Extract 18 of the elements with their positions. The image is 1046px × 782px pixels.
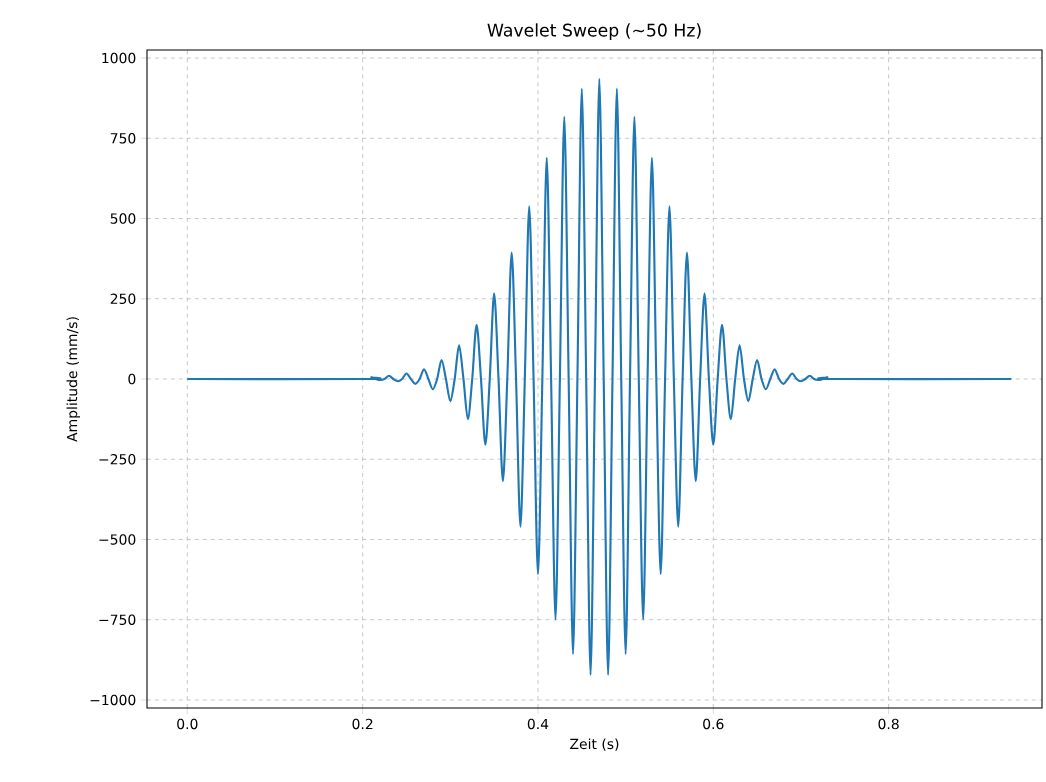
chart-title: Wavelet Sweep (~50 Hz)	[487, 23, 701, 40]
y-tick-label: 1000	[102, 52, 136, 64]
y-axis-title: Amplitude (mm/s)	[66, 317, 80, 442]
y-tick-label: −250	[99, 453, 136, 465]
y-tick-label: 750	[110, 132, 136, 144]
y-tick-label: 500	[110, 213, 136, 224]
x-tick-label: 0.0	[177, 718, 198, 730]
x-axis-title: Zeit (s)	[570, 738, 619, 751]
y-tick-label: 0	[128, 373, 136, 385]
y-tick-label: −1000	[90, 694, 136, 706]
x-tick-label: 0.8	[878, 718, 899, 730]
x-tick-label: 0.2	[352, 718, 373, 730]
line-series	[186, 77, 1013, 677]
x-tick-label: 0.6	[703, 718, 724, 730]
y-tick-label: −500	[99, 534, 136, 545]
y-tick-label: 250	[110, 293, 136, 305]
x-tick-label: 0.4	[527, 718, 549, 730]
y-tick-label: −750	[99, 614, 136, 625]
